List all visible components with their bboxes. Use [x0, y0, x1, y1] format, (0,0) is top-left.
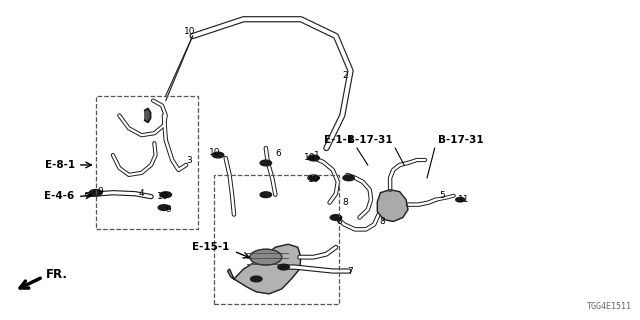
Text: FR.: FR.: [46, 268, 68, 282]
Text: E-4-6: E-4-6: [44, 191, 75, 201]
Circle shape: [456, 197, 465, 202]
Text: 11: 11: [458, 195, 469, 204]
Text: 6: 6: [276, 148, 282, 157]
Text: 8: 8: [380, 217, 385, 226]
Text: 3: 3: [186, 156, 192, 164]
Text: 2: 2: [342, 71, 348, 80]
Circle shape: [90, 189, 102, 196]
Text: 10: 10: [157, 192, 168, 201]
Text: 1: 1: [314, 150, 320, 160]
Text: 7: 7: [348, 267, 353, 276]
Bar: [96, 96, 198, 229]
Text: E-15-1: E-15-1: [192, 242, 230, 252]
Text: B-17-31: B-17-31: [438, 135, 483, 145]
Circle shape: [260, 192, 271, 197]
Text: TGG4E1511: TGG4E1511: [588, 302, 632, 311]
Circle shape: [330, 215, 342, 220]
Text: 10: 10: [304, 153, 316, 162]
Text: 4: 4: [139, 189, 145, 198]
Text: B-17-31: B-17-31: [347, 135, 393, 145]
Circle shape: [278, 264, 289, 270]
Bar: [214, 175, 339, 304]
Circle shape: [212, 152, 224, 158]
Text: 9: 9: [166, 205, 172, 214]
Circle shape: [260, 160, 271, 166]
Text: 10: 10: [308, 175, 319, 184]
Circle shape: [308, 155, 319, 161]
Circle shape: [160, 192, 172, 197]
Circle shape: [308, 175, 319, 181]
Text: 5: 5: [440, 191, 445, 200]
Polygon shape: [378, 190, 408, 221]
Circle shape: [250, 276, 262, 282]
Circle shape: [343, 175, 355, 181]
Polygon shape: [145, 108, 150, 122]
Text: E-8-1: E-8-1: [45, 160, 75, 170]
Polygon shape: [228, 244, 301, 294]
Text: E-1-1: E-1-1: [324, 135, 355, 145]
Text: 8: 8: [342, 198, 348, 207]
Text: 10: 10: [209, 148, 221, 156]
Circle shape: [158, 205, 170, 211]
Circle shape: [250, 249, 282, 265]
Text: 8: 8: [336, 217, 342, 226]
Text: 10: 10: [184, 27, 195, 36]
Text: 9: 9: [97, 187, 103, 196]
